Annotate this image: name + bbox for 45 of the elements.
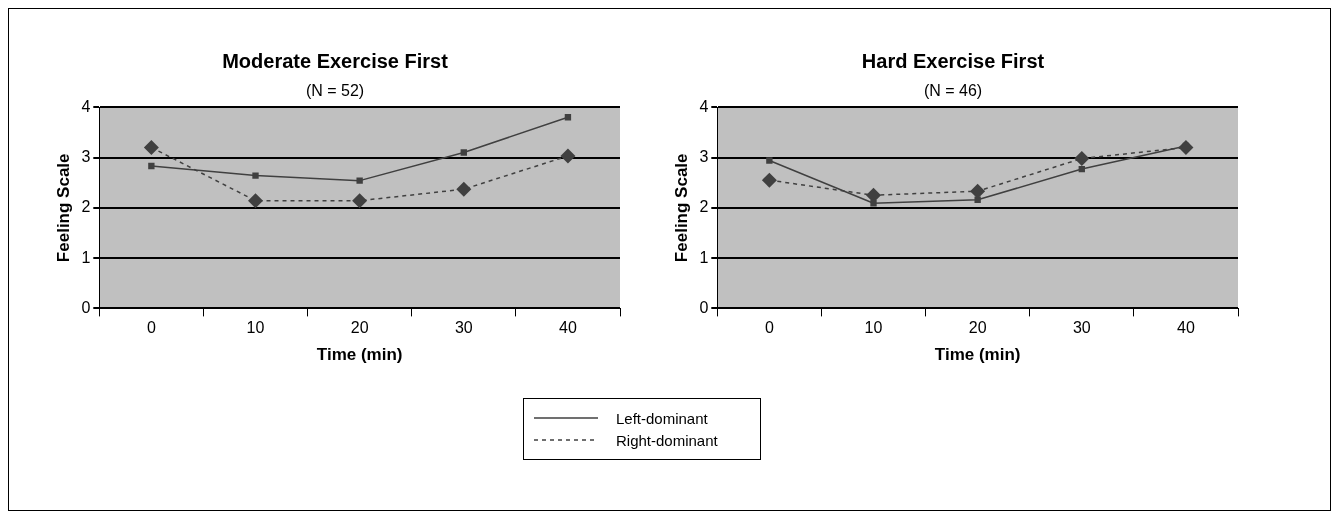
point [560, 148, 576, 164]
x-tick-label: 30 [1072, 319, 1091, 337]
y-tick-label: 4 [81, 97, 91, 115]
point [252, 172, 259, 179]
x-tick-label: 20 [968, 319, 987, 337]
chart-subtitle: (N = 52) [305, 82, 365, 100]
x-axis-title: Time (min) [316, 345, 403, 365]
point [352, 193, 368, 209]
y-tick-label: 0 [699, 298, 709, 316]
x-axis-title: Time (min) [934, 345, 1021, 365]
y-axis-title: Feeling Scale [671, 153, 691, 263]
x-tick-label: 20 [350, 319, 369, 337]
point [456, 181, 472, 197]
x-tick-label: 0 [146, 319, 156, 337]
x-tick-label: 10 [864, 319, 883, 337]
chart-title: Moderate Exercise First [222, 49, 449, 72]
y-tick-label: 3 [699, 147, 709, 165]
chart-title: Hard Exercise First [861, 49, 1045, 72]
point [460, 149, 467, 156]
y-tick-label: 4 [699, 97, 709, 115]
y-axis-title: Feeling Scale [53, 153, 73, 263]
x-tick-label: 30 [454, 319, 473, 337]
legend-label: Left-dominant [616, 409, 708, 427]
point [356, 177, 363, 184]
point [870, 200, 877, 207]
point [143, 139, 159, 155]
y-tick-label: 1 [81, 248, 91, 266]
point [248, 193, 264, 209]
y-tick-label: 2 [81, 198, 91, 216]
point [1074, 151, 1090, 167]
x-tick-label: 0 [764, 319, 774, 337]
chart-subtitle: (N = 46) [923, 82, 983, 100]
x-tick-label: 40 [1177, 319, 1195, 337]
x-tick-label: 10 [246, 319, 265, 337]
x-tick-label: 40 [559, 319, 577, 337]
point [148, 162, 155, 170]
y-tick-label: 3 [81, 147, 91, 165]
point [970, 183, 986, 199]
point [761, 172, 777, 188]
point [974, 196, 981, 203]
y-tick-label: 2 [699, 198, 709, 216]
legend-label: Right-dominant [616, 431, 718, 449]
y-tick-label: 0 [81, 298, 91, 316]
y-tick-label: 1 [699, 248, 709, 266]
point [766, 157, 773, 164]
